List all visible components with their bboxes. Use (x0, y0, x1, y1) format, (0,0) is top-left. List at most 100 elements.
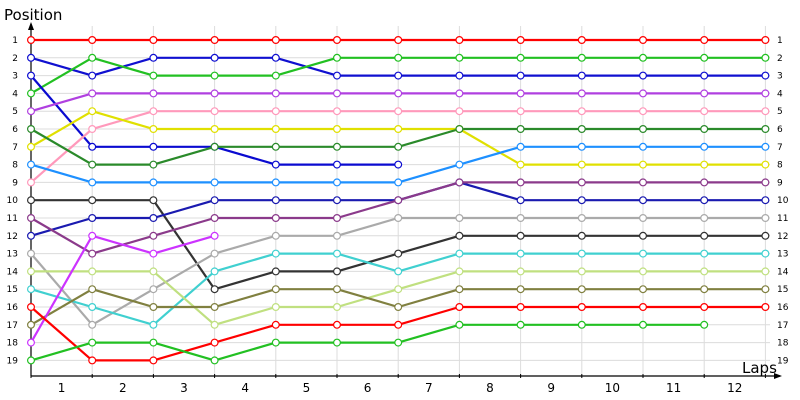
y-tick-label-right: 6 (777, 125, 783, 135)
data-point (638, 249, 647, 258)
data-point (88, 285, 97, 294)
data-point (333, 303, 342, 312)
data-point (333, 124, 342, 133)
data-point (149, 71, 158, 80)
data-point (88, 160, 97, 169)
data-point (577, 53, 586, 62)
y-tick-label-right: 4 (777, 89, 783, 99)
data-point (761, 71, 770, 80)
data-point (394, 267, 403, 276)
data-point (761, 196, 770, 205)
data-point (761, 107, 770, 116)
y-tick-label-right: 19 (777, 356, 789, 366)
data-point (761, 267, 770, 276)
data-point (149, 267, 158, 276)
data-point (394, 142, 403, 151)
y-tick-label: 6 (12, 125, 18, 135)
data-point (516, 35, 525, 44)
data-point (638, 89, 647, 98)
y-tick-label-right: 3 (777, 72, 783, 82)
y-tick-label: 16 (7, 303, 19, 313)
data-point (394, 249, 403, 258)
data-point (638, 142, 647, 151)
data-point (210, 142, 219, 151)
data-point (271, 160, 280, 169)
data-point (271, 267, 280, 276)
data-point (455, 231, 464, 240)
data-point (455, 214, 464, 223)
data-point (149, 249, 158, 258)
data-point (210, 320, 219, 329)
data-point (333, 267, 342, 276)
data-point (577, 285, 586, 294)
data-point (27, 267, 36, 276)
data-point (210, 178, 219, 187)
data-point (638, 320, 647, 329)
y-tick-label: 18 (7, 339, 19, 349)
data-point (149, 303, 158, 312)
data-point (88, 124, 97, 133)
data-point (88, 71, 97, 80)
data-point (638, 214, 647, 223)
y-tick-label-right: 10 (777, 196, 789, 206)
data-point (271, 71, 280, 80)
data-point (638, 53, 647, 62)
data-point (271, 53, 280, 62)
data-point (516, 89, 525, 98)
data-point (394, 285, 403, 294)
y-tick-label-right: 11 (777, 214, 788, 224)
data-point (700, 214, 709, 223)
data-point (210, 249, 219, 258)
data-point (210, 285, 219, 294)
y-tick-label: 12 (7, 232, 18, 242)
data-point (516, 231, 525, 240)
y-tick-label: 14 (7, 267, 19, 277)
y-tick-label-right: 17 (777, 321, 788, 331)
data-point (577, 35, 586, 44)
data-point (577, 160, 586, 169)
data-point (761, 303, 770, 312)
data-point (149, 320, 158, 329)
y-tick-label: 2 (12, 54, 18, 64)
data-point (27, 285, 36, 294)
x-tick-label: 1 (58, 381, 66, 395)
data-point (149, 214, 158, 223)
data-point (700, 35, 709, 44)
x-tick-label: 10 (605, 381, 620, 395)
data-point (516, 178, 525, 187)
data-point (333, 142, 342, 151)
x-axis-title: Laps (742, 359, 777, 377)
y-tick-label: 9 (12, 178, 18, 188)
data-point (88, 89, 97, 98)
data-point (333, 107, 342, 116)
data-point (271, 35, 280, 44)
data-point (333, 320, 342, 329)
data-point (271, 338, 280, 347)
data-point (700, 196, 709, 205)
y-tick-label: 15 (7, 285, 18, 295)
y-axis-title: Position (4, 6, 62, 24)
data-point (700, 178, 709, 187)
data-point (27, 249, 36, 258)
data-point (271, 89, 280, 98)
data-point (577, 89, 586, 98)
data-point (455, 303, 464, 312)
x-tick-label: 2 (119, 381, 127, 395)
data-point (88, 107, 97, 116)
series-line (30, 323, 705, 362)
data-point (761, 124, 770, 133)
data-point (516, 320, 525, 329)
y-tick-label-right: 16 (777, 303, 789, 313)
data-point (455, 249, 464, 258)
data-point (333, 214, 342, 223)
data-point (455, 178, 464, 187)
x-tick-label: 3 (180, 381, 188, 395)
data-point (394, 320, 403, 329)
data-point (455, 320, 464, 329)
data-point (149, 53, 158, 62)
data-point (394, 53, 403, 62)
data-point (149, 142, 158, 151)
data-point (271, 285, 280, 294)
data-point (638, 107, 647, 116)
data-point (27, 178, 36, 187)
